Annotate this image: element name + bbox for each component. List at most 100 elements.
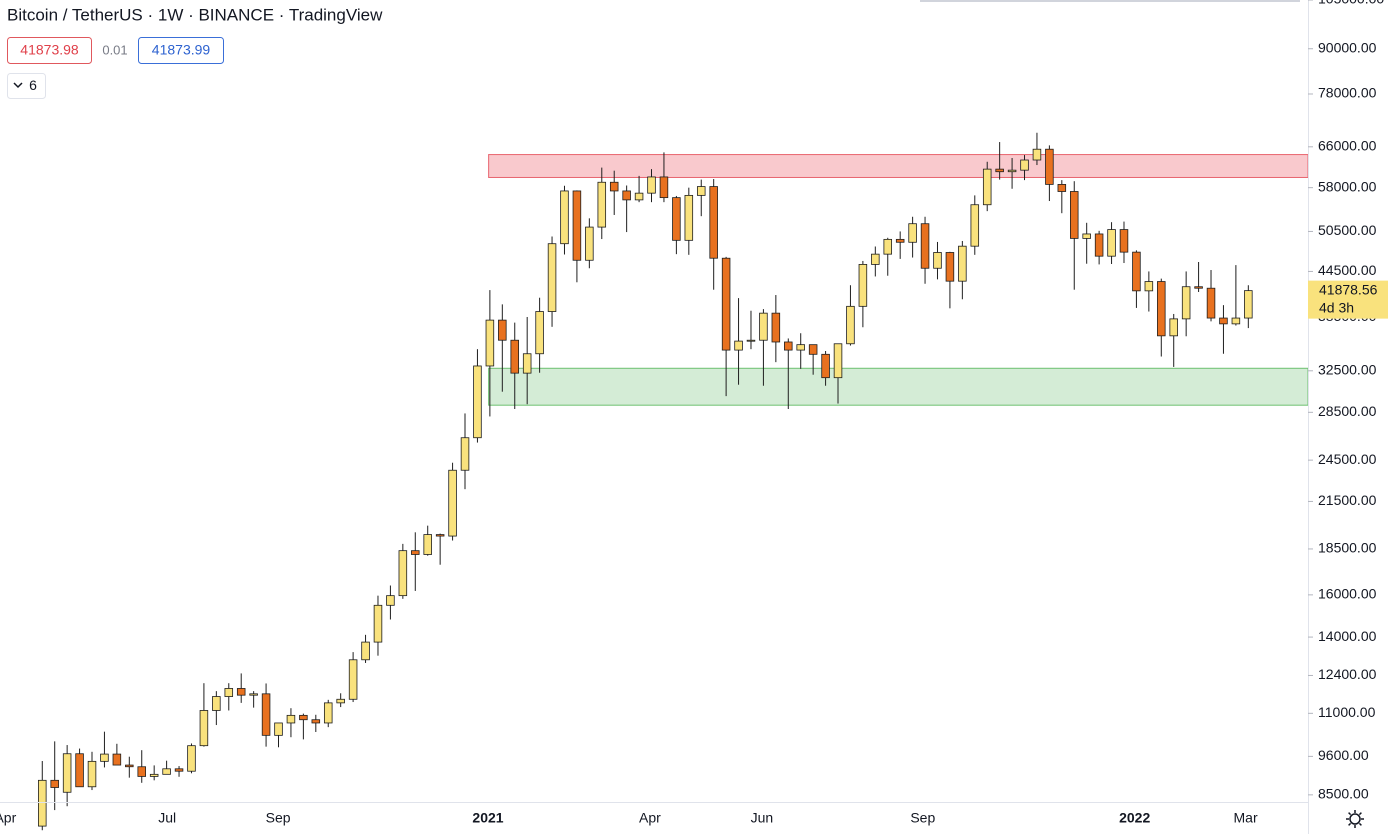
- y-tick-label: 8500.00: [1318, 786, 1369, 802]
- candle-body: [547, 243, 557, 312]
- candle-body: [672, 197, 681, 241]
- candle-body: [423, 534, 432, 555]
- y-tick-label: 16000.00: [1318, 586, 1377, 602]
- y-tick-label: 9600.00: [1318, 747, 1369, 763]
- candle-body: [659, 176, 669, 199]
- candle-body: [187, 745, 196, 772]
- candle-body: [572, 190, 582, 261]
- countdown-label: 4d 3h: [1319, 299, 1354, 315]
- candle-body: [1020, 159, 1029, 171]
- candle-body: [1082, 233, 1091, 239]
- candle-body: [933, 252, 942, 269]
- candle-body: [945, 252, 955, 282]
- candle-body: [1045, 148, 1054, 185]
- candle-body: [411, 550, 420, 555]
- candle-body: [236, 688, 246, 696]
- candle-body: [473, 365, 482, 439]
- x-tick-label: Jul: [158, 810, 176, 826]
- candle-body: [1032, 148, 1042, 161]
- y-tick-label: 32500.00: [1318, 361, 1377, 377]
- y-tick-label: 105000.00: [1318, 0, 1384, 7]
- candle-body: [858, 264, 868, 307]
- x-tick-label: Apr: [639, 810, 661, 826]
- candle-body: [634, 192, 644, 201]
- candle-body: [585, 226, 594, 261]
- candle-body: [1231, 317, 1241, 325]
- ask-box[interactable]: [138, 37, 224, 64]
- price-zone: [488, 154, 1309, 178]
- x-tick-label: 2022: [1119, 810, 1150, 826]
- y-tick-label: 18500.00: [1318, 540, 1377, 556]
- candle-body: [734, 340, 743, 351]
- candle-body: [149, 773, 159, 777]
- y-tick-label: 50500.00: [1318, 222, 1377, 238]
- candle-body: [958, 245, 967, 282]
- candle-body: [510, 339, 519, 374]
- candle-body: [398, 550, 408, 597]
- candle-body: [1107, 229, 1116, 257]
- candle-body: [224, 688, 234, 697]
- candle-body: [709, 186, 718, 259]
- y-tick-label: 66000.00: [1318, 138, 1377, 154]
- candle-body: [212, 696, 221, 711]
- x-tick-label: Apr: [0, 810, 17, 826]
- candle-body: [361, 641, 370, 661]
- candle-body: [821, 353, 830, 379]
- bid-price: 41873.98: [20, 42, 79, 58]
- price-zone: [488, 367, 1309, 406]
- bid-box[interactable]: [7, 37, 92, 64]
- y-tick-label: 12400.00: [1318, 666, 1377, 682]
- candle-body: [386, 595, 395, 606]
- candle-body: [323, 702, 333, 724]
- candle-body: [871, 253, 880, 265]
- candle-body: [1181, 286, 1191, 320]
- candle-body: [883, 238, 893, 255]
- y-tick-label: 24500.00: [1318, 451, 1377, 467]
- candle-body: [560, 190, 569, 245]
- candle-body: [1057, 184, 1067, 192]
- candle-body: [759, 312, 768, 341]
- plot-area: [38, 132, 1309, 831]
- candle-body: [336, 698, 345, 704]
- candle-body: [87, 760, 97, 788]
- candle-body: [982, 168, 992, 206]
- candle-body: [1157, 281, 1166, 337]
- indicators-toggle[interactable]: [7, 73, 46, 99]
- candle-body: [125, 764, 134, 768]
- y-tick-label: 11000.00: [1318, 704, 1376, 720]
- candle-body: [460, 437, 470, 471]
- y-tick-label: 44500.00: [1318, 262, 1377, 278]
- candle-body: [1169, 318, 1178, 337]
- y-tick-label: 90000.00: [1318, 39, 1377, 55]
- candle-body: [746, 339, 756, 342]
- candle-body: [162, 768, 171, 775]
- candle-body: [1069, 191, 1079, 239]
- candle-body: [373, 604, 383, 643]
- candle-body: [1132, 251, 1141, 292]
- candle-body: [908, 223, 917, 243]
- candle-body: [1007, 169, 1017, 173]
- candle-body: [535, 311, 544, 355]
- candle-body: [1144, 281, 1154, 292]
- candle-body: [112, 753, 122, 766]
- candle-body: [721, 257, 731, 351]
- candle-body: [38, 779, 47, 827]
- candle-body: [846, 305, 855, 345]
- y-tick-label: 58000.00: [1318, 178, 1377, 194]
- candle-body: [249, 693, 258, 696]
- candle-body: [274, 722, 283, 736]
- candle-body: [622, 190, 631, 201]
- candle-body: [348, 659, 358, 700]
- candle-body: [995, 168, 1004, 173]
- candle-body: [895, 238, 905, 243]
- last-price-tag: [1308, 280, 1388, 319]
- toolbar-shadow: [920, 0, 1300, 2]
- candle-body: [75, 753, 84, 788]
- settings-icon[interactable]: [1346, 810, 1364, 828]
- y-tick-label: 28500.00: [1318, 403, 1377, 419]
- candle-body: [920, 223, 930, 269]
- candle-body: [286, 714, 296, 724]
- ask-price: 41873.99: [152, 42, 211, 58]
